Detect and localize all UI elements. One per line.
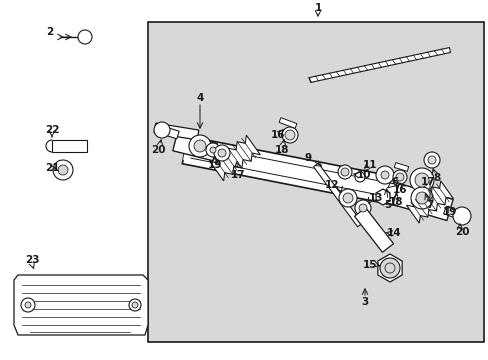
Bar (148, 22, 483, 342)
Ellipse shape (129, 299, 141, 311)
Text: 1: 1 (314, 3, 321, 13)
Ellipse shape (358, 204, 366, 212)
Ellipse shape (342, 193, 352, 203)
Ellipse shape (53, 160, 73, 180)
Ellipse shape (379, 258, 399, 278)
Polygon shape (313, 163, 362, 227)
Text: 21: 21 (45, 163, 59, 173)
Ellipse shape (409, 168, 433, 192)
Ellipse shape (395, 173, 403, 181)
Text: 8: 8 (432, 173, 440, 183)
Polygon shape (375, 189, 389, 205)
Ellipse shape (354, 172, 364, 182)
Text: 4: 4 (196, 93, 203, 103)
Ellipse shape (78, 30, 92, 44)
Text: 22: 22 (45, 125, 59, 135)
Text: 18: 18 (388, 197, 403, 207)
Text: 23: 23 (25, 255, 39, 265)
Text: 12: 12 (324, 180, 339, 190)
Ellipse shape (338, 189, 356, 207)
Ellipse shape (21, 298, 35, 312)
Ellipse shape (25, 302, 31, 308)
Polygon shape (354, 208, 393, 252)
Polygon shape (182, 136, 402, 206)
Polygon shape (443, 206, 463, 220)
Text: 5: 5 (384, 200, 391, 210)
Text: 2: 2 (46, 27, 54, 37)
Ellipse shape (285, 130, 294, 140)
Text: 17: 17 (420, 177, 434, 187)
Text: 14: 14 (386, 228, 401, 238)
Ellipse shape (340, 168, 348, 176)
Polygon shape (393, 163, 408, 171)
Ellipse shape (427, 156, 435, 164)
Polygon shape (279, 118, 296, 129)
Ellipse shape (452, 207, 470, 225)
Text: 16: 16 (270, 130, 285, 140)
Text: 10: 10 (356, 170, 370, 180)
Ellipse shape (209, 147, 216, 153)
Text: 7: 7 (426, 200, 433, 210)
Ellipse shape (414, 173, 428, 187)
Ellipse shape (194, 140, 205, 152)
Ellipse shape (392, 170, 406, 184)
Polygon shape (309, 48, 449, 82)
Ellipse shape (337, 165, 351, 179)
Bar (52, 140, 87, 152)
Polygon shape (377, 254, 401, 282)
Ellipse shape (375, 166, 393, 184)
Text: 19: 19 (207, 160, 222, 170)
Text: 17: 17 (230, 170, 245, 180)
Ellipse shape (189, 135, 210, 157)
Text: 19: 19 (442, 207, 456, 217)
Text: 18: 18 (274, 145, 289, 155)
Ellipse shape (384, 263, 394, 273)
Ellipse shape (354, 200, 370, 216)
Ellipse shape (423, 152, 439, 168)
Text: 13: 13 (368, 193, 383, 203)
Polygon shape (14, 275, 148, 335)
Text: 11: 11 (362, 160, 376, 170)
Polygon shape (209, 135, 260, 181)
Ellipse shape (410, 187, 432, 209)
Polygon shape (183, 140, 401, 202)
Text: 6: 6 (390, 177, 398, 187)
Ellipse shape (218, 149, 225, 157)
Ellipse shape (282, 127, 297, 143)
Ellipse shape (380, 171, 388, 179)
Text: 16: 16 (392, 185, 407, 195)
Polygon shape (172, 133, 217, 161)
Polygon shape (406, 181, 452, 223)
Text: 20: 20 (150, 145, 165, 155)
Ellipse shape (415, 192, 427, 204)
Ellipse shape (154, 122, 170, 138)
Text: 15: 15 (362, 260, 376, 270)
Ellipse shape (214, 145, 229, 161)
Polygon shape (392, 184, 452, 221)
Polygon shape (161, 126, 179, 139)
Text: 3: 3 (361, 297, 368, 307)
Ellipse shape (205, 143, 220, 157)
Ellipse shape (132, 302, 138, 308)
Ellipse shape (58, 165, 68, 175)
Text: 9: 9 (304, 153, 311, 163)
Polygon shape (154, 123, 199, 140)
Text: 20: 20 (454, 227, 468, 237)
